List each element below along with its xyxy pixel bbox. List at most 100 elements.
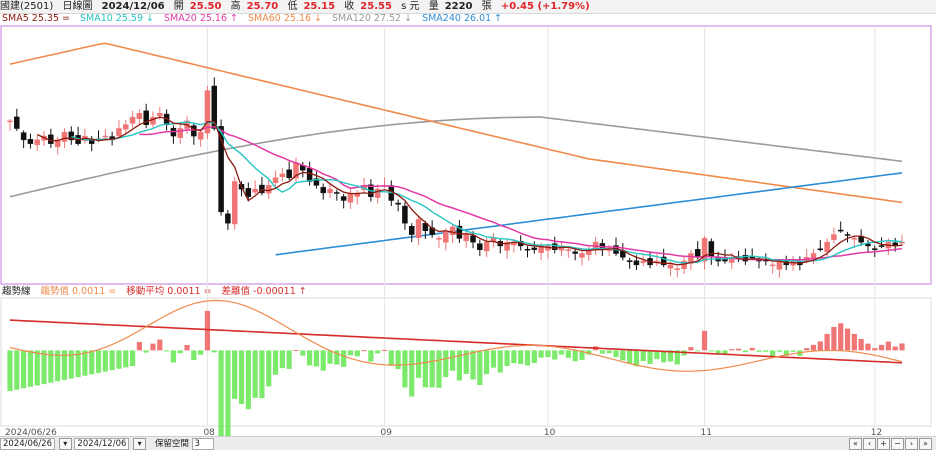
oscillator-bar <box>599 350 605 354</box>
first-page-icon[interactable]: « <box>849 438 862 450</box>
oscillator-bar <box>320 350 326 371</box>
candle-body <box>579 253 585 258</box>
volume-label: 量 <box>428 1 439 12</box>
oscillator-bar <box>899 343 905 351</box>
oscillator-bar <box>824 333 830 351</box>
candle-body <box>157 113 163 116</box>
oscillator-bar <box>783 350 789 356</box>
oscillator-legend-item: 趨勢值 0.0011 = <box>40 286 117 297</box>
oscillator-bar <box>810 344 817 351</box>
sma120-line <box>9 116 903 198</box>
oscillator-panel-frame <box>0 297 932 427</box>
candle-body <box>129 116 136 124</box>
candle-body <box>245 188 252 197</box>
oscillator-bar <box>436 350 442 388</box>
prev-page-icon[interactable]: ‹ <box>863 438 876 450</box>
candle-body <box>538 245 544 253</box>
oscillator-bar <box>368 350 374 362</box>
oscillator-bar <box>123 350 129 368</box>
sma240-line <box>275 172 903 256</box>
zoom-in-icon[interactable]: + <box>877 438 890 450</box>
dropdown-icon[interactable]: ▾ <box>58 438 72 450</box>
x-tick-label: 10 <box>544 428 556 436</box>
oscillator-bar <box>95 350 102 373</box>
oscillator-bar <box>375 350 381 354</box>
ma-legend-item: SMA20 25.16 ↑ <box>163 13 238 24</box>
candle-body <box>742 254 749 262</box>
oscillator-bar <box>34 350 40 386</box>
oscillator-bar <box>170 350 177 363</box>
oscillator-bar <box>885 341 891 351</box>
candle-body <box>565 249 572 251</box>
volume-unit: 張 <box>481 1 492 12</box>
oscillator-bar <box>524 350 531 366</box>
oscillator-bar <box>865 343 871 351</box>
oscillator-bar <box>204 310 211 351</box>
price-change: +0.45 (+1.79%) <box>500 1 590 12</box>
oscillator-bar <box>347 350 354 356</box>
oscillator-bar <box>211 350 217 353</box>
oscillator-bar <box>279 350 285 369</box>
from-date-field[interactable]: 2024/06/26 <box>0 438 55 450</box>
candle-body <box>851 238 858 240</box>
oscillator-bar <box>606 350 612 354</box>
oscillator-bar <box>851 333 857 351</box>
volume-value: 2220 <box>444 1 473 12</box>
candle-body <box>7 120 13 123</box>
oscillator-bar <box>238 350 245 405</box>
oscillator-legend: 趨勢線 趨勢值 0.0011 = 移動平均 0.0011 = 差離值 -0.00011… <box>2 286 317 298</box>
oscillator-bar <box>136 341 142 351</box>
candle-body <box>225 213 231 224</box>
oscillator-bar <box>735 348 742 351</box>
next-page-icon[interactable]: › <box>905 438 918 450</box>
oscillator-bar <box>770 350 776 356</box>
candle-body <box>606 249 612 251</box>
oscillator-bar <box>218 350 224 436</box>
oscillator-bar <box>150 343 156 351</box>
candle-body <box>749 256 755 259</box>
oscillator-bar <box>232 350 238 399</box>
to-date-field[interactable]: 2024/12/06 <box>74 438 130 450</box>
oscillator-bar <box>558 350 565 355</box>
oscillator-bar <box>68 350 74 379</box>
ma-legend-item: SMA5 25.35 = <box>2 13 70 24</box>
candle-body <box>572 251 578 254</box>
ma-legend-item: SMA60 25.16 ↓ <box>248 13 323 24</box>
last-page-icon[interactable]: » <box>919 438 932 450</box>
candle-body <box>211 85 218 129</box>
oscillator-bar <box>552 350 558 360</box>
candle-body <box>443 230 449 243</box>
high-value: 25.70 <box>246 1 279 12</box>
candle-body <box>463 234 469 242</box>
oscillator-bar <box>463 350 469 374</box>
oscillator-bar <box>7 350 13 392</box>
oscillator-bar <box>688 347 694 351</box>
oscillator-bar <box>695 350 701 352</box>
x-tick-label: 2024/06/26 <box>5 428 57 436</box>
candle-body <box>483 241 490 252</box>
candle-body <box>27 139 34 144</box>
keep-space-input[interactable]: 3 <box>191 438 214 450</box>
sma5-line <box>36 116 903 266</box>
zoom-out-icon[interactable]: − <box>891 438 904 450</box>
x-tick-label: 12 <box>871 428 882 436</box>
dropdown-icon[interactable]: ▾ <box>133 438 147 450</box>
candle-body <box>218 126 224 213</box>
oscillator-bar <box>640 350 646 362</box>
oscillator-bar <box>402 350 408 388</box>
candle-body <box>667 264 674 269</box>
x-tick-label: 08 <box>203 428 215 436</box>
oscillator-bar <box>579 350 585 360</box>
candle-body <box>824 241 830 253</box>
candle-body <box>626 260 633 262</box>
oscillator-bar <box>27 350 34 387</box>
oscillator-bar <box>661 350 667 363</box>
stock-name: 國建(2501) <box>0 1 54 12</box>
candle-body <box>769 264 776 267</box>
candle-body <box>265 185 272 194</box>
oscillator-bar <box>872 348 878 351</box>
oscillator-bar <box>531 350 537 363</box>
oscillator-bar <box>722 350 728 355</box>
oscillator-bar <box>415 350 422 378</box>
